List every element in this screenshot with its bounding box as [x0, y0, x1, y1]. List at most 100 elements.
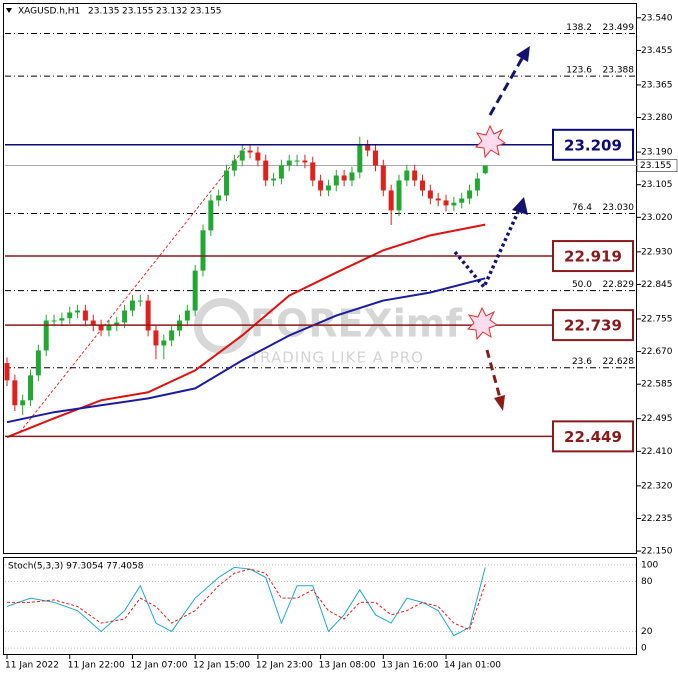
candle-body [263, 160, 269, 181]
candle-body [145, 300, 151, 331]
y-tick-label: 23.190 [641, 148, 673, 158]
candle-body [302, 160, 308, 163]
y-tick-label: 22.755 [641, 314, 673, 324]
fib-price: 22.628 [603, 357, 635, 367]
candle-body [325, 185, 331, 191]
candle-body [200, 230, 206, 271]
level-box [552, 240, 634, 273]
candle-body [161, 340, 167, 346]
candle-body [169, 330, 175, 341]
y-tick-label: 22.845 [641, 280, 673, 290]
candle-body [67, 312, 73, 319]
stoch-title: Stoch(5,3,3) 97.3054 77.4058 [8, 562, 144, 572]
stoch-frame [3, 557, 637, 655]
candle-body [98, 325, 104, 331]
level-label: 22.449 [564, 428, 622, 446]
y-tick-label: 22.320 [641, 481, 673, 491]
header-value: 23.155 [190, 7, 222, 17]
candle-body [43, 320, 49, 351]
level-label: 22.739 [564, 317, 622, 335]
candle-body [20, 400, 26, 406]
y-tick-label: 22.670 [641, 347, 673, 357]
burst-icon [466, 306, 499, 341]
candle-body [35, 350, 41, 376]
arrow-head [512, 197, 528, 215]
y-tick-label: 23.105 [641, 180, 673, 190]
y-tick-label: 22.585 [641, 380, 673, 390]
arrow-head [516, 46, 530, 62]
candle-body [357, 145, 363, 173]
candle-body [137, 300, 143, 302]
moving-average [6, 223, 486, 439]
candle-body [184, 310, 190, 321]
stoch-line [7, 568, 486, 631]
price-tag-label: 23.155 [640, 161, 672, 171]
candle-body [286, 160, 292, 166]
arrow-up [488, 54, 526, 116]
header-value: 23.155 [122, 7, 154, 17]
x-tick-label: 13 Jan 16:00 [381, 661, 438, 671]
candle-body [412, 170, 418, 181]
candle-body [396, 180, 402, 211]
candle-body [239, 150, 245, 161]
price-tag [636, 159, 678, 172]
fib-ratio: 23.6 [572, 357, 592, 367]
y-tick-label: 23.365 [641, 80, 673, 90]
moving-average [6, 277, 486, 424]
x-tick-label: 11 Jan 22:00 [68, 661, 125, 671]
candle-body [380, 165, 386, 191]
y-tick-label: 22.495 [641, 414, 673, 424]
stoch-tick-label: 80 [641, 577, 653, 587]
y-tick-label: 22.410 [641, 447, 673, 457]
candle-body [59, 318, 65, 321]
fib-ratio: 123.6 [566, 66, 592, 76]
candle-body [82, 310, 88, 321]
x-tick-label: 13 Jan 08:00 [319, 661, 376, 671]
candle-body [90, 320, 96, 326]
annotations [453, 46, 530, 411]
candle-body [75, 310, 81, 313]
fib-price: 23.499 [603, 23, 635, 33]
candle-body [349, 172, 355, 181]
candle-body [153, 330, 159, 346]
fib-ratio: 50.0 [572, 280, 592, 290]
candle-body [443, 200, 449, 206]
candle-body [192, 270, 198, 311]
candle-body [122, 310, 128, 323]
fib-price: 23.388 [603, 66, 635, 76]
candle-body [255, 152, 261, 161]
y-tick-label: 22.235 [641, 514, 673, 524]
y-tick-label: 23.020 [641, 213, 673, 223]
candle-body [310, 162, 316, 181]
fib-price: 23.030 [603, 203, 635, 213]
candle-body [459, 198, 465, 203]
candle-body [12, 380, 18, 406]
symbol: XAGUSD.h,H1 [18, 7, 80, 17]
x-tick-label: 14 Jan 01:00 [444, 661, 501, 671]
candle-body [216, 195, 222, 201]
trend-line [19, 147, 246, 433]
candle-body [271, 178, 277, 181]
candle-body [474, 178, 480, 191]
y-tick-label: 23.455 [641, 46, 673, 56]
main-frame [3, 3, 637, 554]
header-icon [6, 8, 12, 13]
fib-ratio: 76.4 [572, 203, 592, 213]
candle-body [51, 320, 57, 322]
watermark-tagline: TRADING LIKE A PRO [249, 349, 424, 367]
candle-body [482, 165, 488, 174]
candle-body [294, 160, 300, 162]
x-tick-label: 11 Jan 2022 [5, 661, 59, 671]
y-tick-label: 22.930 [641, 247, 673, 257]
candle-body [420, 180, 426, 191]
candle-body [278, 165, 284, 179]
candle-body [372, 150, 378, 166]
candle-body [247, 150, 253, 153]
level-label: 23.209 [564, 136, 622, 154]
candle-body [114, 322, 120, 326]
y-tick-label: 22.150 [641, 547, 673, 557]
candle-body [341, 175, 347, 181]
candle-body [365, 145, 371, 151]
fib-price: 22.829 [603, 280, 635, 290]
candle-body [435, 198, 441, 201]
